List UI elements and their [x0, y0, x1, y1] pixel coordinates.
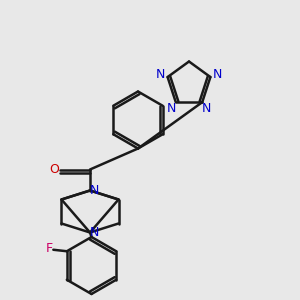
Text: N: N [213, 68, 223, 81]
Text: F: F [46, 242, 53, 255]
Text: N: N [90, 226, 99, 239]
Text: N: N [202, 102, 212, 115]
Text: N: N [90, 184, 99, 197]
Text: O: O [50, 163, 59, 176]
Text: N: N [155, 68, 165, 81]
Text: N: N [167, 102, 176, 115]
